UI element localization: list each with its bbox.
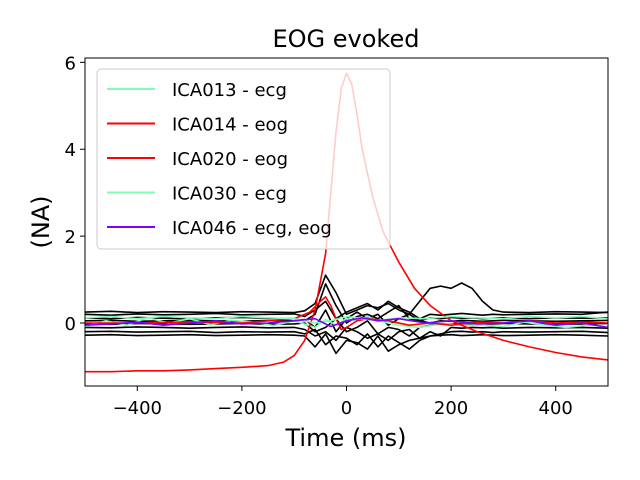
legend-label-2: ICA014 - eog <box>172 115 288 136</box>
legend-label-3: ICA020 - eog <box>172 149 288 170</box>
x-axis-ticks: −400 −200 0 200 400 <box>113 386 573 419</box>
x-tick-label: 400 <box>539 398 573 419</box>
x-tick-label: −200 <box>217 398 266 419</box>
chart-title: EOG evoked <box>273 25 420 53</box>
series-line-4 <box>85 315 608 324</box>
x-tick-label: 0 <box>341 398 352 419</box>
x-tick-label: −400 <box>113 398 162 419</box>
y-axis-label: (NA) <box>27 195 55 248</box>
y-tick-label: 4 <box>65 140 76 161</box>
y-axis-ticks: 0 2 4 6 <box>65 53 85 335</box>
legend-label-5: ICA046 - ecg, eog <box>172 218 332 239</box>
y-tick-label: 2 <box>65 227 76 248</box>
other-component-line-4 <box>85 309 608 333</box>
x-axis-label: Time (ms) <box>285 424 407 452</box>
series-line-5 <box>85 317 608 329</box>
other-component-line-1 <box>85 274 608 316</box>
y-tick-label: 0 <box>65 314 76 335</box>
legend: ICA013 - ecg ICA014 - eog ICA020 - eog ICA0… <box>96 68 391 250</box>
other-component-line-2 <box>85 300 608 320</box>
legend-frame <box>96 68 391 250</box>
y-tick-label: 6 <box>65 53 76 74</box>
legend-label-1: ICA013 - ecg <box>172 80 287 101</box>
legend-entries: ICA013 - ecg ICA014 - eog ICA020 - eog ICA0… <box>107 80 332 239</box>
series-line-1 <box>85 315 608 329</box>
other-component-line-6 <box>85 326 608 342</box>
legend-label-4: ICA030 - ecg <box>172 184 287 205</box>
x-tick-label: 200 <box>434 398 468 419</box>
other-component-line-7 <box>85 328 608 350</box>
